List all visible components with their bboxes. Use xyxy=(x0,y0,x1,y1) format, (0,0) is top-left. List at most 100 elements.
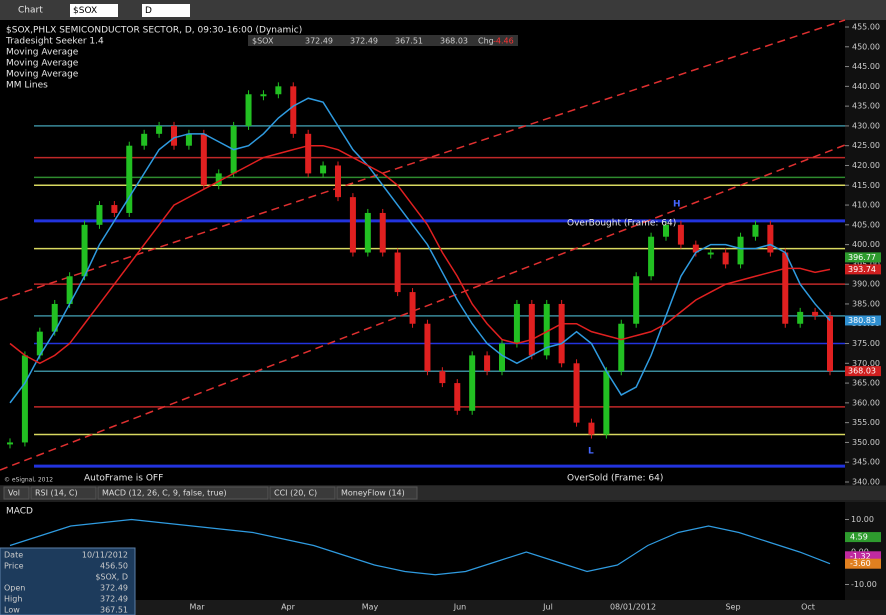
tab-label: CCI (20, C) xyxy=(274,489,317,498)
tab[interactable] xyxy=(269,486,336,500)
candle xyxy=(677,224,684,245)
tab-label: RSI (14, C) xyxy=(35,489,78,498)
dw-key: Price xyxy=(4,562,24,571)
y-tick-label: 365.00 xyxy=(852,379,880,388)
tab[interactable] xyxy=(336,486,418,500)
interval: D xyxy=(145,6,152,16)
quote-box xyxy=(248,35,518,46)
dw-value: 367.51 xyxy=(100,606,128,615)
tab[interactable] xyxy=(3,486,30,500)
candle xyxy=(692,244,699,253)
candle xyxy=(364,212,371,253)
candle xyxy=(633,276,640,324)
study-label: Moving Average xyxy=(6,48,79,58)
candle xyxy=(394,252,401,293)
candle xyxy=(782,252,789,324)
candle xyxy=(484,355,491,372)
candle xyxy=(81,224,88,277)
dw-value: 372.49 xyxy=(100,595,128,604)
symbol-box[interactable] xyxy=(70,4,118,17)
candle xyxy=(156,125,163,134)
y-tick-label: 445.00 xyxy=(852,62,880,71)
candle xyxy=(573,363,580,423)
y-tick-label: 405.00 xyxy=(852,220,880,229)
candle xyxy=(618,323,625,372)
tab-label: MACD (12, 26, C, 9, false, true) xyxy=(102,489,227,498)
y-tick-label: 345.00 xyxy=(852,458,880,467)
macd-tick-label: 10.00 xyxy=(851,515,874,524)
dw-key: Open xyxy=(4,584,25,593)
candle xyxy=(752,224,759,237)
y-tick-label: 400.00 xyxy=(852,240,880,249)
tab-label: Vol xyxy=(8,489,20,498)
y-tick-label: 425.00 xyxy=(852,141,880,150)
candle xyxy=(200,133,207,186)
macd-flag xyxy=(845,532,881,543)
moving-average xyxy=(9,144,831,365)
candle xyxy=(111,205,118,213)
macd-flag xyxy=(845,558,881,569)
tab[interactable] xyxy=(97,486,269,500)
x-tick-label: May xyxy=(362,603,379,612)
macd-line xyxy=(9,518,831,576)
y-tick-label: 450.00 xyxy=(852,42,880,51)
study-label: Tradesight Seeker 1.4 xyxy=(5,37,104,47)
macd-label: -1.32 xyxy=(850,552,871,561)
x-tick-label: 08/01/2012 xyxy=(610,603,656,612)
candle xyxy=(185,133,192,146)
candle xyxy=(51,303,58,332)
quote-chg: -4.46 xyxy=(493,37,514,46)
y-tick-label: 390.00 xyxy=(852,280,880,289)
annotation: OverBought (Frame: 64) xyxy=(567,219,676,229)
toolbar xyxy=(0,0,886,20)
y-tick-label: 415.00 xyxy=(852,181,880,190)
dw-value: 456.50 xyxy=(100,562,128,571)
tab[interactable] xyxy=(30,486,97,500)
y-tick-label: 385.00 xyxy=(852,299,880,308)
y-tick-label: 350.00 xyxy=(852,438,880,447)
macd-title: MACD xyxy=(6,507,33,517)
symbol: $SOX xyxy=(73,6,97,16)
interval-box[interactable] xyxy=(142,4,190,17)
dw-value: 10/11/2012 xyxy=(82,551,128,560)
candle xyxy=(260,94,267,97)
candle xyxy=(513,303,520,344)
quote-chg-label: Chg xyxy=(478,37,494,46)
candle xyxy=(320,165,327,174)
candle xyxy=(827,315,833,372)
candle xyxy=(767,224,774,253)
annotation: © eSignal, 2012 xyxy=(4,477,53,484)
candle xyxy=(737,236,744,265)
quote-field: 372.49 xyxy=(350,37,378,46)
candle xyxy=(663,224,669,237)
price-pane xyxy=(0,20,845,485)
macd-label: 4.59 xyxy=(850,533,868,542)
y-tick-label: 410.00 xyxy=(852,201,880,210)
candle xyxy=(275,86,282,95)
y-tick-label: 375.00 xyxy=(852,339,880,348)
y-tick-label: 420.00 xyxy=(852,161,880,170)
candle xyxy=(215,173,222,186)
window-title: Chart xyxy=(18,6,43,16)
candle xyxy=(245,94,252,126)
candle xyxy=(558,303,565,364)
candle xyxy=(454,383,461,411)
y-tick-label: 370.00 xyxy=(852,359,880,368)
candle xyxy=(528,303,535,356)
macd-label: -3.60 xyxy=(850,559,871,568)
candle xyxy=(335,165,341,198)
candle xyxy=(469,355,476,411)
x-tick-label: Oct xyxy=(801,603,815,612)
x-tick-label: Mar xyxy=(189,603,205,612)
candle xyxy=(141,133,148,146)
price-label: 380.83 xyxy=(848,316,876,325)
candle xyxy=(36,331,43,356)
macd-pane xyxy=(0,502,845,600)
candle xyxy=(66,276,73,304)
annotation: AutoFrame is OFF xyxy=(84,474,163,484)
candle xyxy=(722,252,729,265)
study-label: MM Lines xyxy=(6,81,48,91)
candle xyxy=(171,125,177,146)
candle xyxy=(21,355,28,443)
